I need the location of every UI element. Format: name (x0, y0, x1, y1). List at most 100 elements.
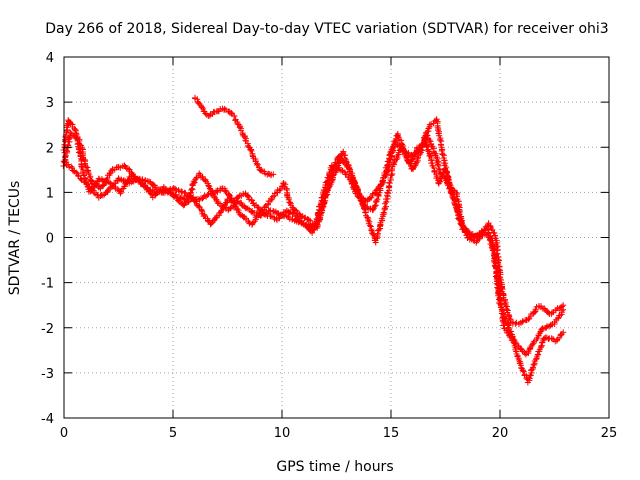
data-point (93, 191, 100, 198)
data-point (228, 109, 235, 116)
data-point (360, 205, 367, 212)
data-point (277, 186, 284, 193)
data-point (425, 125, 432, 132)
data-point (221, 105, 228, 112)
data-point (320, 187, 327, 194)
x-tick-label: 15 (383, 426, 400, 441)
data-point (377, 181, 384, 188)
data-point (248, 147, 255, 154)
x-tick-label: 25 (601, 426, 618, 441)
data-point (560, 329, 567, 336)
data-point (78, 163, 85, 170)
data-point (558, 303, 565, 310)
data-point (489, 226, 496, 233)
data-point (307, 217, 314, 224)
data-point (65, 161, 72, 168)
data-point (531, 308, 538, 315)
x-tick-label: 0 (60, 426, 68, 441)
x-tick-label: 10 (274, 426, 291, 441)
data-point (289, 210, 296, 217)
data-point (355, 187, 362, 194)
data-point (520, 368, 527, 375)
y-tick-label: -3 (41, 367, 54, 382)
data-point (372, 202, 379, 209)
data-point (212, 195, 219, 202)
x-tick-label: 5 (169, 426, 177, 441)
data-point (141, 183, 148, 190)
data-point (99, 177, 106, 184)
data-point (394, 132, 401, 139)
data-point (205, 182, 212, 189)
series-trace-d (191, 94, 277, 179)
data-point (244, 205, 251, 212)
data-point (367, 223, 374, 230)
data-point (375, 226, 382, 233)
data-point (276, 187, 283, 194)
data-point (115, 175, 122, 182)
data-point (417, 144, 424, 151)
data-point (261, 210, 268, 217)
data-point (206, 185, 213, 192)
data-point (188, 186, 195, 193)
data-point (423, 143, 430, 150)
data-point (235, 193, 242, 200)
data-point (496, 273, 503, 280)
data-point (519, 367, 526, 374)
data-point (455, 203, 462, 210)
data-point (345, 165, 352, 172)
data-point (139, 176, 146, 183)
data-point (438, 148, 445, 155)
data-point (500, 322, 507, 329)
data-point (213, 187, 220, 194)
data-point (446, 181, 453, 188)
data-point (196, 100, 203, 107)
data-point (311, 226, 318, 233)
data-point (513, 348, 520, 355)
data-point (347, 177, 354, 184)
data-point (292, 207, 299, 214)
data-point (548, 321, 555, 328)
data-point (105, 186, 112, 193)
data-point (270, 171, 277, 178)
data-point (529, 364, 536, 371)
data-point (460, 223, 467, 230)
data-point (413, 148, 420, 155)
data-point (147, 190, 154, 197)
y-tick-label: -1 (41, 277, 54, 292)
data-point (314, 217, 321, 224)
data-point (386, 159, 393, 166)
data-point (387, 175, 394, 182)
y-tick-label: 0 (46, 232, 54, 247)
y-axis-label: SDTVAR / TECUs (7, 181, 23, 296)
x-tick-label: 20 (492, 426, 509, 441)
data-point (66, 135, 73, 142)
data-point (430, 164, 437, 171)
data-point (117, 188, 124, 195)
data-point (201, 192, 208, 199)
data-point (434, 161, 441, 168)
data-point (172, 186, 179, 193)
data-point (534, 352, 541, 359)
data-point (383, 171, 390, 178)
data-point (325, 174, 332, 181)
data-point (437, 136, 444, 143)
data-point (270, 208, 277, 215)
data-point (166, 187, 173, 194)
axis-ticks: 0 5 10 15 20 25 -4 -3 -2 -1 0 1 2 3 4 (41, 51, 617, 441)
data-point (433, 117, 440, 124)
y-tick-label: -2 (41, 322, 54, 337)
series-trace-c (60, 116, 567, 328)
data-point (114, 177, 121, 184)
data-point (198, 207, 205, 214)
y-tick-label: 1 (46, 186, 54, 201)
data-point (413, 159, 420, 166)
x-axis-label: GPS time / hours (276, 459, 393, 475)
data-point (319, 194, 326, 201)
data-point (202, 110, 209, 117)
data-point (463, 229, 470, 236)
data-point (196, 196, 203, 203)
data-point (99, 192, 106, 199)
y-tick-label: -4 (41, 412, 54, 427)
data-point (284, 194, 291, 201)
